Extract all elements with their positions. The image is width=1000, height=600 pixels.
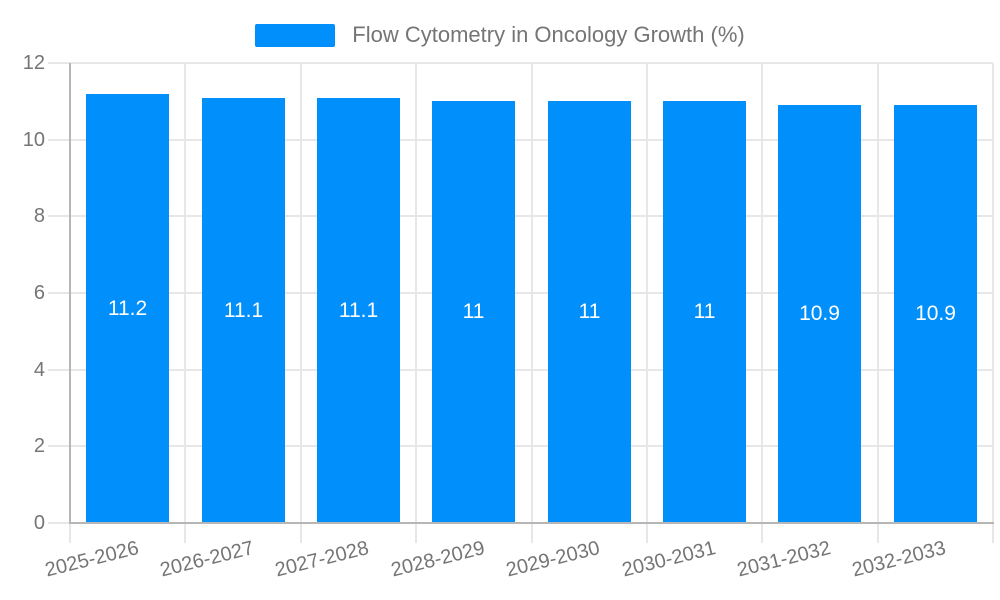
y-tick-label: 8 <box>33 205 45 228</box>
bar[interactable]: 11 <box>663 101 746 523</box>
gridline-horizontal <box>48 368 993 371</box>
bar[interactable]: 11.1 <box>202 98 285 523</box>
gridline-horizontal <box>48 138 993 141</box>
x-tick-label: 2029-2030 <box>504 537 603 582</box>
gridline-vertical <box>992 63 994 543</box>
bar-value-label: 11 <box>693 300 716 323</box>
bar-value-label: 11.1 <box>223 298 264 322</box>
gridline-vertical <box>876 63 879 543</box>
x-tick-label: 2028-2029 <box>389 537 488 582</box>
legend-series-label: Flow Cytometry in Oncology Growth (%) <box>352 22 745 47</box>
x-tick-label: 2026-2027 <box>158 537 257 582</box>
gridline-horizontal <box>48 62 993 64</box>
gridline-vertical <box>184 63 187 543</box>
y-tick-label: 6 <box>33 282 45 304</box>
bar[interactable]: 10.9 <box>894 105 977 523</box>
legend[interactable]: Flow Cytometry in Oncology Growth (%) <box>0 22 1000 48</box>
bar[interactable]: 11.2 <box>86 94 169 523</box>
bar-value-label: 11 <box>578 300 601 323</box>
x-axis-line <box>69 522 994 524</box>
gridline-vertical <box>299 63 302 543</box>
gridline-horizontal <box>48 292 993 294</box>
bar-value-label: 10.9 <box>915 302 956 325</box>
bar[interactable]: 11.1 <box>317 98 400 523</box>
y-tick-label: 2 <box>33 435 45 458</box>
x-tick-label: 2031-2032 <box>735 537 834 582</box>
gridline-vertical <box>761 63 764 543</box>
gridline-horizontal <box>48 522 70 524</box>
y-tick-label: 0 <box>33 512 45 534</box>
bar-value-label: 11 <box>462 300 485 323</box>
bar-value-label: 10.9 <box>799 302 840 325</box>
gridline-vertical <box>645 63 648 543</box>
y-axis-line <box>69 63 71 523</box>
gridline-vertical <box>530 63 533 543</box>
y-tick-label: 10 <box>22 128 45 151</box>
y-tick-label: 4 <box>33 358 45 381</box>
gridline-vertical <box>415 63 418 543</box>
x-tick-label: 2032-2033 <box>850 537 949 582</box>
bar-value-label: 11.2 <box>107 296 148 320</box>
y-tick-label: 12 <box>22 52 45 74</box>
gridline-horizontal <box>48 215 993 218</box>
legend-marker-swatch <box>255 23 336 47</box>
bar-value-label: 11.1 <box>338 298 379 322</box>
gridline-horizontal <box>48 445 993 448</box>
x-tick-label: 2025-2026 <box>43 537 142 582</box>
bar[interactable]: 11 <box>548 101 631 523</box>
bar[interactable]: 10.9 <box>778 105 861 523</box>
bar[interactable]: 11 <box>432 101 515 523</box>
x-tick-label: 2030-2031 <box>620 537 719 582</box>
x-tick-label: 2027-2028 <box>273 537 372 582</box>
